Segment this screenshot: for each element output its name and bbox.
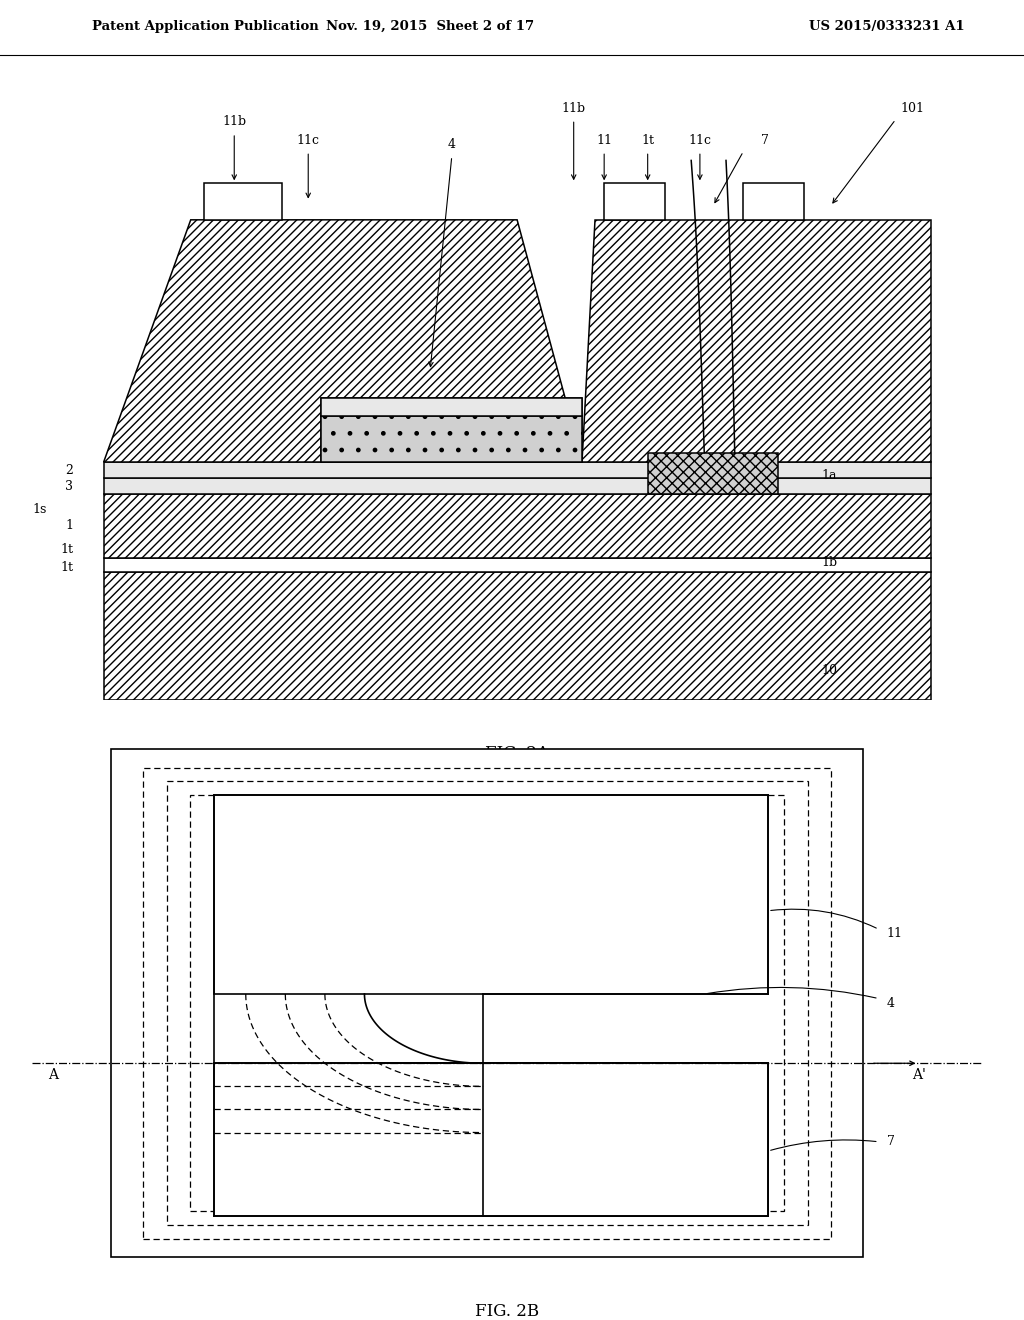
Bar (322, 399, 583, 416)
Polygon shape (103, 220, 583, 462)
Text: 3: 3 (66, 479, 74, 492)
Bar (103, 558, 931, 572)
Text: 4: 4 (887, 997, 895, 1010)
Text: 10: 10 (821, 664, 838, 677)
Bar (214, 1064, 768, 1216)
Bar (143, 768, 831, 1238)
Bar (167, 781, 808, 1225)
Text: 1t: 1t (60, 561, 74, 574)
Text: 1a: 1a (821, 469, 838, 482)
Text: 101: 101 (900, 102, 924, 115)
Bar (214, 795, 768, 994)
Text: Nov. 19, 2015  Sheet 2 of 17: Nov. 19, 2015 Sheet 2 of 17 (326, 20, 535, 33)
Text: US 2015/0333231 A1: US 2015/0333231 A1 (809, 20, 965, 33)
Bar (103, 462, 931, 478)
Text: 1s: 1s (33, 503, 47, 516)
Bar (483, 1064, 768, 1216)
Text: Patent Application Publication: Patent Application Publication (92, 20, 318, 33)
Text: 11: 11 (887, 928, 903, 940)
Text: 1t: 1t (60, 543, 74, 556)
Polygon shape (583, 220, 931, 462)
Bar (647, 453, 778, 494)
Text: 1b: 1b (821, 556, 838, 569)
Bar (204, 183, 283, 220)
Text: 11c: 11c (297, 133, 319, 147)
Text: 2: 2 (66, 463, 74, 477)
Text: 11: 11 (596, 133, 612, 147)
Text: FIG. 2A: FIG. 2A (485, 746, 549, 762)
Bar (190, 795, 783, 1212)
Text: FIG. 2B: FIG. 2B (475, 1304, 539, 1320)
Text: 4: 4 (447, 139, 456, 152)
Bar (743, 183, 805, 220)
Text: A: A (48, 1068, 58, 1082)
Bar (604, 183, 666, 220)
Bar (103, 572, 931, 700)
Bar (322, 416, 583, 462)
Bar (103, 478, 931, 494)
Text: 7: 7 (761, 133, 769, 147)
Text: 7: 7 (887, 1135, 895, 1148)
Text: 1t: 1t (641, 133, 654, 147)
Bar (322, 416, 583, 462)
Text: 11b: 11b (222, 115, 247, 128)
Text: 11b: 11b (561, 102, 586, 115)
Text: A': A' (912, 1068, 927, 1082)
Text: 1: 1 (66, 520, 74, 532)
Bar (322, 399, 583, 462)
Text: 11c: 11c (688, 133, 712, 147)
Bar (103, 494, 931, 558)
Bar (322, 399, 583, 416)
Bar (112, 750, 863, 1257)
